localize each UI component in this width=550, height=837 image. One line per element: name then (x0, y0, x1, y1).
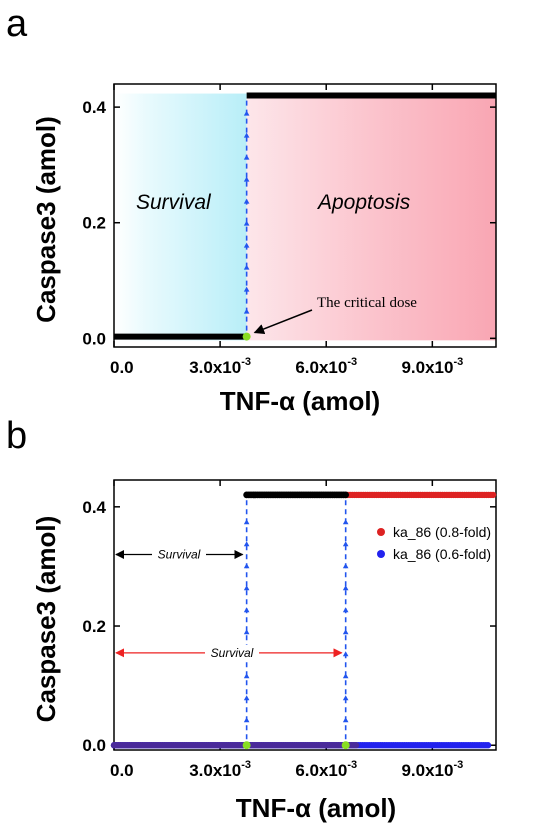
survival-range-label-bg (152, 546, 206, 563)
survival-range-label-bg (205, 644, 259, 661)
threshold-line-arrowhead (243, 132, 250, 138)
threshold-line-arrowhead (243, 110, 250, 116)
x-tick-label-base: 6.0x10 (295, 761, 347, 780)
threshold-line-arrowhead (243, 264, 250, 270)
panel-b-y-axis-title: Caspase3 (amol) (31, 516, 61, 723)
legend: ka_86 (0.8-fold) ka_86 (0.6-fold) (377, 524, 491, 562)
y-tick-label: 0.4 (82, 498, 106, 517)
threshold-line-arrowhead (243, 286, 250, 292)
threshold-line-arrowhead (342, 695, 349, 701)
x-tick-label-base: 3.0x10 (189, 358, 241, 377)
x-tick-label-base: 3.0x10 (189, 761, 241, 780)
x-tick-label-base: 0.0 (110, 358, 134, 377)
threshold-line-arrowhead (342, 717, 349, 723)
survival-label: Survival (136, 191, 212, 214)
x-tick-label-base: 0.0 (110, 761, 134, 780)
panel-a-y-axis-title: Caspase3 (amol) (31, 116, 61, 323)
survival-region (114, 93, 247, 341)
threshold-line-arrowhead (243, 607, 250, 613)
x-tick-label-exponent: -3 (241, 356, 251, 368)
threshold-line-arrowhead (243, 541, 250, 547)
x-tick-label: 3.0x10-3 (189, 759, 251, 780)
threshold-line-arrowhead (342, 585, 349, 591)
legend-marker-0.6-fold (377, 550, 385, 558)
threshold-line-arrowhead (243, 563, 250, 569)
apoptosis-label: Apoptosis (316, 191, 411, 214)
threshold-line-arrowhead (243, 154, 250, 160)
panel-b-letter: b (6, 415, 27, 457)
x-tick-label-base: 9.0x10 (401, 358, 453, 377)
panel-b-ticks (113, 480, 496, 750)
y-tick-label: 0.0 (82, 736, 106, 755)
threshold-line-arrowhead (243, 673, 250, 679)
threshold-line-arrowhead (243, 220, 250, 226)
panel-b-x-axis-title: TNF-α (amol) (236, 793, 396, 823)
baseline-overlap-marker (352, 742, 360, 749)
threshold-line-arrowhead (342, 673, 349, 679)
panel-a: a 0.0 3.0x10-3 6.0x10-3 9.0x10-3 0.00.20.4 … (6, 3, 497, 416)
x-tick-label-base: 9.0x10 (401, 761, 453, 780)
apoptosis-region (246, 93, 496, 341)
legend-label-0.6-fold: ka_86 (0.6-fold) (393, 546, 491, 562)
critical-point (242, 332, 251, 341)
panel-a-y-tick-labels: 0.0 0.2 0.4 (82, 98, 106, 348)
threshold-line-arrowhead (243, 176, 250, 182)
survival-range-label-2: Survival (211, 646, 254, 660)
x-tick-label-exponent: -3 (241, 759, 251, 771)
x-tick-label: 6.0x10-3 (295, 356, 357, 377)
x-tick-label-exponent: -3 (347, 759, 357, 771)
x-tick-label: 9.0x10-3 (401, 356, 463, 377)
threshold-line-arrowhead (243, 198, 250, 204)
panel-b: b 0.0 3.0x10-3 6.0x10-3 9.0x10-3 0.00.20.4 … (6, 415, 497, 823)
x-tick-label: 6.0x10-3 (295, 759, 357, 780)
series-0.8-fold-marker (489, 491, 497, 499)
critical-point (242, 741, 251, 750)
threshold-line-arrowhead (342, 651, 349, 657)
high-state-marker (342, 491, 350, 499)
threshold-line-arrowhead (342, 629, 349, 635)
threshold-line-arrowhead (243, 242, 250, 248)
threshold-line-arrowhead (243, 717, 250, 723)
critical-point (341, 741, 350, 750)
threshold-line-arrowhead (243, 519, 250, 525)
x-tick-label: 0.0 (110, 761, 134, 780)
panel-b-survival-ranges (115, 546, 343, 661)
threshold-line-arrowhead (243, 585, 250, 591)
panel-a-x-tick-labels: 0.0 3.0x10-3 6.0x10-3 9.0x10-3 (110, 356, 463, 377)
x-tick-label: 0.0 (110, 358, 134, 377)
panel-b-series (110, 491, 497, 750)
threshold-line-arrowhead (342, 563, 349, 569)
y-tick-label: 0.4 (82, 98, 106, 117)
y-tick-label: 0.2 (82, 617, 106, 636)
panel-a-plot-frame (113, 83, 497, 348)
threshold-line-arrowhead (342, 607, 349, 613)
panel-b-x-tick-labels: 0.0 3.0x10-3 6.0x10-3 9.0x10-3 (110, 759, 463, 780)
y-tick-label: 0.0 (82, 329, 106, 348)
threshold-line-arrowhead (243, 695, 250, 701)
panel-a-series (114, 92, 496, 341)
panel-a-x-axis-title: TNF-α (amol) (220, 386, 380, 416)
threshold-line-arrowhead (342, 519, 349, 525)
panel-b-plot-frame (113, 479, 497, 751)
legend-marker-0.8-fold (377, 528, 385, 536)
x-tick-label-exponent: -3 (453, 356, 463, 368)
panel-b-y-tick-labels: 0.0 0.2 0.4 (82, 498, 106, 755)
legend-label-0.8-fold: ka_86 (0.8-fold) (393, 524, 491, 540)
critical-dose-arrow (253, 309, 313, 335)
series-0.6-fold-marker (484, 742, 492, 749)
y-tick-label: 0.2 (82, 214, 106, 233)
survival-range-label-1: Survival (158, 548, 201, 562)
panel-a-letter: a (6, 3, 28, 45)
x-tick-label-exponent: -3 (347, 356, 357, 368)
x-tick-label-base: 6.0x10 (295, 358, 347, 377)
threshold-line-arrowhead (243, 308, 250, 314)
x-tick-label: 9.0x10-3 (401, 759, 463, 780)
critical-dose-label: The critical dose (317, 295, 417, 311)
threshold-line-arrowhead (243, 629, 250, 635)
x-tick-label: 3.0x10-3 (189, 356, 251, 377)
x-tick-label-exponent: -3 (453, 759, 463, 771)
threshold-line-arrowhead (342, 541, 349, 547)
